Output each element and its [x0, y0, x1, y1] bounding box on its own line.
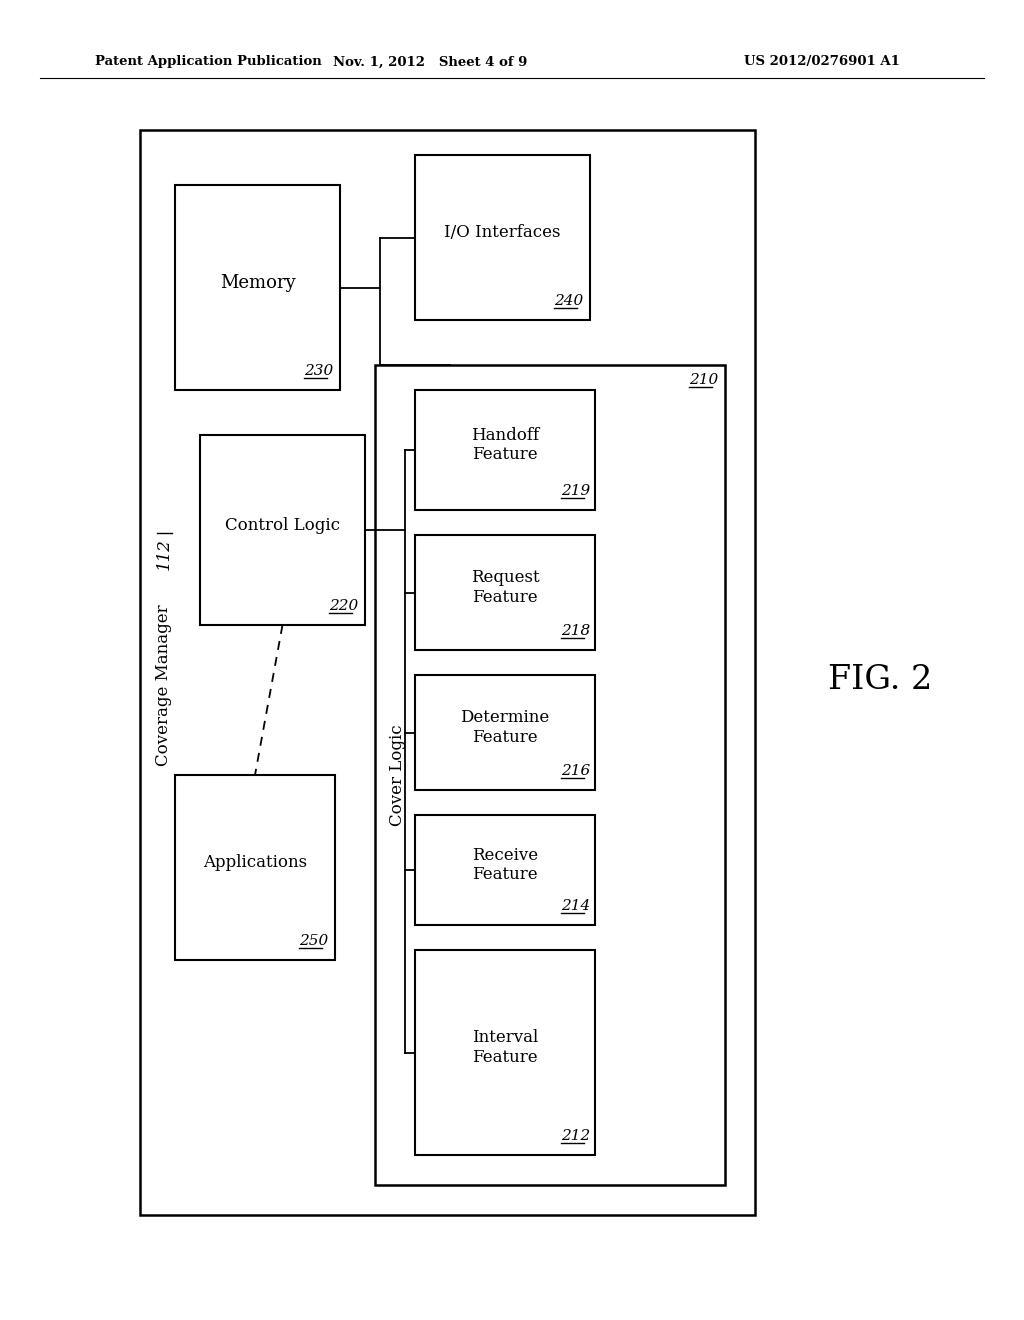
Text: Patent Application Publication: Patent Application Publication — [95, 55, 322, 69]
Bar — [200, 436, 365, 624]
Bar — [415, 675, 595, 789]
Text: Control Logic: Control Logic — [225, 516, 340, 533]
Bar — [415, 535, 595, 649]
Text: 230: 230 — [304, 364, 333, 378]
Text: 214: 214 — [561, 899, 590, 913]
Text: Determine
Feature: Determine Feature — [461, 709, 550, 746]
Text: 210: 210 — [689, 374, 718, 387]
Bar — [375, 366, 725, 1185]
Text: Cover Logic: Cover Logic — [388, 725, 406, 826]
Text: 250: 250 — [299, 935, 329, 948]
Text: 112: 112 — [156, 539, 172, 570]
Text: 240: 240 — [554, 294, 584, 308]
Bar — [140, 129, 755, 1214]
Bar — [415, 950, 595, 1155]
Bar — [175, 775, 335, 960]
Text: US 2012/0276901 A1: US 2012/0276901 A1 — [744, 55, 900, 69]
Text: Handoff
Feature: Handoff Feature — [471, 426, 539, 463]
Text: Interval
Feature: Interval Feature — [472, 1030, 539, 1065]
Text: I/O Interfaces: I/O Interfaces — [444, 224, 561, 242]
Text: Applications: Applications — [203, 854, 307, 871]
Text: 219: 219 — [561, 484, 590, 498]
Text: Coverage Manager: Coverage Manager — [156, 599, 172, 766]
Text: Receive
Feature: Receive Feature — [472, 846, 538, 883]
Text: 212: 212 — [561, 1129, 590, 1143]
Text: 216: 216 — [561, 764, 590, 777]
Text: 220: 220 — [329, 599, 358, 612]
Text: Request
Feature: Request Feature — [471, 569, 540, 606]
Text: Nov. 1, 2012   Sheet 4 of 9: Nov. 1, 2012 Sheet 4 of 9 — [333, 55, 527, 69]
Bar — [415, 389, 595, 510]
Text: Memory: Memory — [220, 273, 295, 292]
Bar — [175, 185, 340, 389]
Bar — [415, 154, 590, 319]
Text: 218: 218 — [561, 624, 590, 638]
Bar — [415, 814, 595, 925]
Text: FIG. 2: FIG. 2 — [827, 664, 932, 696]
